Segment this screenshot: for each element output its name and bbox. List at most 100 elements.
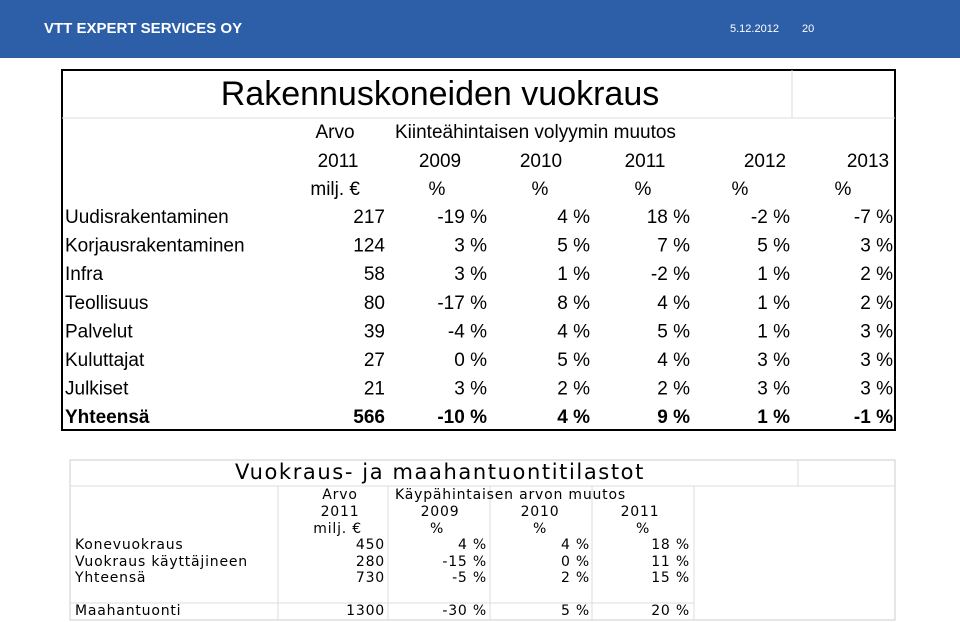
table1-grid	[62, 70, 895, 119]
table1-cell: 3 %	[454, 379, 487, 400]
table2-header: 2011	[621, 504, 660, 520]
table1-cell: 1 %	[557, 264, 590, 285]
table1-cell: 80	[364, 293, 385, 314]
table2-cell: -15 %	[442, 554, 487, 570]
table2-cell: 4 %	[458, 537, 487, 553]
table1-cell: -1 %	[854, 407, 893, 428]
table1-cell: 3 %	[454, 236, 487, 257]
table2-cell: 18 %	[651, 537, 690, 553]
table1-cell: -10 %	[437, 407, 487, 428]
row-label: Uudisrakentaminen	[65, 207, 229, 228]
table1-header: %	[532, 179, 549, 200]
row-label: Kuluttajat	[65, 350, 145, 371]
table2-cell: 11 %	[651, 554, 690, 570]
table1-frame	[61, 69, 896, 431]
table1-header: 2011	[318, 151, 359, 172]
table1-cell: 3 %	[757, 379, 790, 400]
table2-cell: 280	[356, 554, 385, 570]
header-bar	[0, 0, 960, 58]
table1-header: %	[635, 179, 652, 200]
table1-cell: 2 %	[860, 293, 893, 314]
table2-cell: 450	[356, 537, 385, 553]
table2-header: %	[636, 521, 650, 537]
table2-cell: 0 %	[561, 554, 590, 570]
table1-title: Rakennuskoneiden vuokraus	[221, 75, 660, 113]
table1-header: %	[429, 179, 446, 200]
table1-cell: 5 %	[557, 350, 590, 371]
table2-header: %	[533, 521, 547, 537]
table1-cell: 3 %	[454, 264, 487, 285]
table2-header: 2009	[421, 504, 460, 520]
table2-cell: 20 %	[651, 603, 690, 619]
table1-cell: 1 %	[757, 407, 790, 428]
table2-grid	[70, 460, 895, 620]
table2-header: 2010	[521, 504, 560, 520]
table2-cell: 2 %	[561, 570, 590, 586]
table1-cell: -17 %	[437, 293, 487, 314]
row-label: Teollisuus	[65, 293, 148, 314]
row-label: Infra	[65, 264, 103, 285]
table1-cell: 3 %	[860, 350, 893, 371]
table1-header: milj. €	[310, 179, 360, 200]
row-label: Korjausrakentaminen	[65, 236, 245, 257]
table1-cell: 124	[353, 236, 385, 257]
table1-cell: 3 %	[860, 321, 893, 342]
table1-cell: 1 %	[757, 264, 790, 285]
table1-cell: -19 %	[437, 207, 487, 228]
table1-cell: 217	[353, 207, 385, 228]
table1-cell: 3 %	[860, 379, 893, 400]
table2-cell: 730	[356, 570, 385, 586]
table1-cell: 9 %	[657, 407, 690, 428]
table1-header: 2009	[419, 151, 461, 172]
table1-cell: 3 %	[757, 350, 790, 371]
table1-cell: 2 %	[860, 264, 893, 285]
table2-cell: 5 %	[561, 603, 590, 619]
table1-cell: 5 %	[757, 236, 790, 257]
table1-header: 2013	[847, 151, 889, 172]
table2-header: Arvo	[322, 487, 357, 503]
table1-cell: 8 %	[557, 293, 590, 314]
table1-cell: -2 %	[751, 207, 790, 228]
table1-header: %	[835, 179, 852, 200]
table2-cell: 15 %	[651, 570, 690, 586]
row-label: Yhteensä	[74, 570, 146, 586]
table1-cell: 21	[364, 379, 385, 400]
table1-cell: -2 %	[651, 264, 690, 285]
table2-title: Vuokraus- ja maahantuontitilastot	[235, 460, 645, 484]
table2-header: milj. €	[313, 521, 362, 537]
table1-cell: 1 %	[757, 293, 790, 314]
table1-cell: 7 %	[657, 236, 690, 257]
table2-cell: 4 %	[561, 537, 590, 553]
table1-cell: 5 %	[557, 236, 590, 257]
row-label: Maahantuonti	[75, 603, 181, 619]
table1-cell: 4 %	[557, 321, 590, 342]
table1-cell: 5 %	[657, 321, 690, 342]
table2-header: Käypähintaisen arvon muutos	[395, 487, 626, 503]
row-label: Konevuokraus	[75, 537, 183, 553]
table2-header: %	[430, 521, 444, 537]
table1-header: %	[732, 179, 749, 200]
table2-cell: 1300	[346, 603, 385, 619]
table1-cell: 0 %	[454, 350, 487, 371]
table1-cell: 1 %	[757, 321, 790, 342]
table2-cell: -30 %	[442, 603, 487, 619]
table1-cell: 58	[364, 264, 385, 285]
table1-cell: 2 %	[657, 379, 690, 400]
table2-cell: -5 %	[452, 570, 487, 586]
table1-cell: 4 %	[557, 407, 590, 428]
page-number: 20	[802, 23, 814, 35]
table1-cell: 3 %	[860, 236, 893, 257]
row-label: Julkiset	[65, 379, 129, 400]
table1-cell: -7 %	[854, 207, 893, 228]
table1-cell: 4 %	[657, 350, 690, 371]
table1-cell: 2 %	[557, 379, 590, 400]
table1-cell: -4 %	[448, 321, 487, 342]
table1-header: 2011	[625, 151, 666, 172]
table1-header: Kiinteähintaisen volyymin muutos	[395, 122, 676, 143]
table2-frame	[69, 459, 896, 621]
table1-cell: 566	[353, 407, 385, 428]
table1-header: 2012	[744, 151, 786, 172]
row-label: Palvelut	[65, 321, 133, 342]
table1-cell: 18 %	[647, 207, 690, 228]
